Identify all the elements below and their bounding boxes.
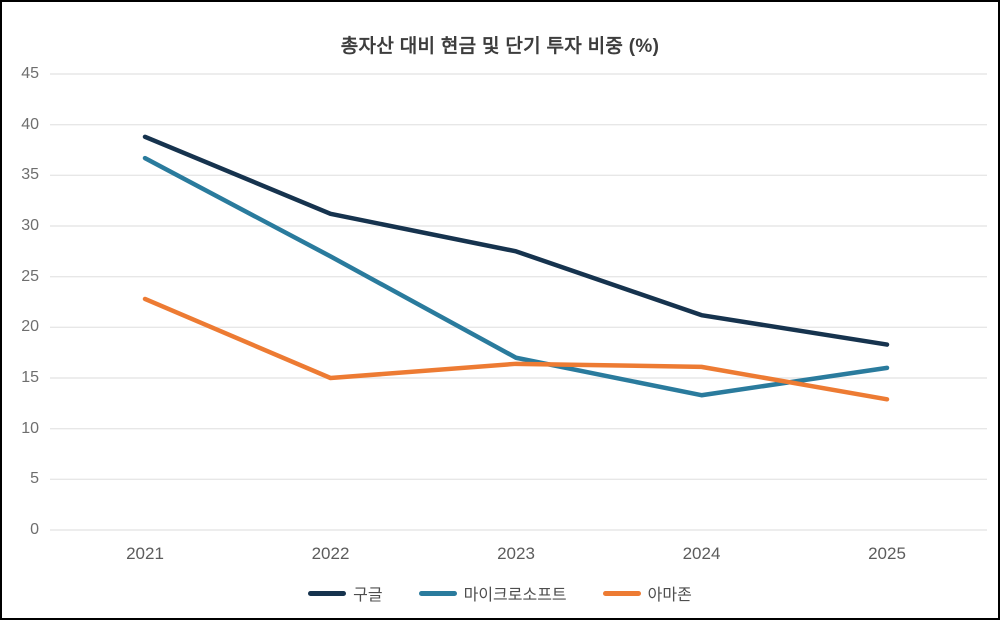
x-tick-label-2025: 2025 (868, 544, 906, 563)
x-tick-label-2021: 2021 (126, 544, 164, 563)
legend: 구글 마이크로소프트 아마존 (2, 581, 998, 605)
x-tick-label-2022: 2022 (311, 544, 350, 563)
y-tick-label-0: 0 (30, 521, 39, 538)
legend-item-google: 구글 (308, 581, 383, 605)
y-tick-label-45: 45 (21, 65, 39, 82)
series-line-google (142, 134, 890, 347)
y-tick-label-35: 35 (21, 166, 39, 184)
legend-line-swatch-amazon (602, 590, 641, 596)
legend-item-microsoft: 마이크로소프트 (418, 581, 567, 605)
y-tick-label-5: 5 (30, 470, 39, 488)
legend-label-google: 구글 (353, 587, 383, 604)
x-tick-label-2024: 2024 (682, 544, 721, 563)
legend-item-amazon: 아마존 (602, 581, 692, 605)
y-tick-label-20: 20 (21, 318, 39, 336)
legend-label-amazon: 아마존 (647, 587, 692, 604)
legend-line-swatch-google (308, 590, 347, 596)
legend-line-swatch-microsoft (418, 590, 457, 596)
legend-label-microsoft: 마이크로소프트 (463, 587, 567, 604)
y-tick-label-15: 15 (21, 369, 39, 386)
series-line-microsoft (142, 155, 890, 398)
series-line-amazon (142, 296, 890, 402)
x-tick-label-2023: 2023 (497, 544, 535, 563)
y-tick-label-10: 10 (21, 419, 39, 437)
y-tick-label-25: 25 (21, 267, 39, 285)
y-tick-label-40: 40 (21, 115, 39, 133)
chart-title: 총자산 대비 현금 및 단기 투자 비중 (%) (340, 36, 660, 57)
y-tick-label-30: 30 (21, 217, 39, 234)
